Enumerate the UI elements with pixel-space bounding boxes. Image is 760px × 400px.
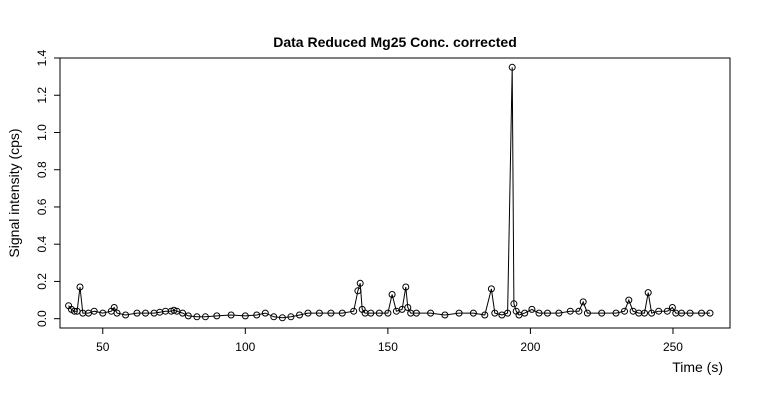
data-point bbox=[184, 312, 192, 320]
data-point bbox=[338, 309, 346, 317]
data-point bbox=[575, 307, 583, 315]
data-point bbox=[76, 283, 84, 291]
x-axis: 50 100 150 200 250 bbox=[96, 327, 683, 354]
data-point bbox=[566, 307, 574, 315]
data-point bbox=[663, 307, 671, 315]
y-tick-label: 0.8 bbox=[35, 161, 49, 178]
x-tick-label: 50 bbox=[96, 340, 110, 354]
data-point bbox=[213, 312, 221, 320]
data-point bbox=[544, 309, 551, 317]
data-point bbox=[528, 305, 536, 313]
y-tick-label: 1.4 bbox=[35, 49, 49, 66]
data-point bbox=[113, 309, 121, 317]
x-axis-label: Time (s) bbox=[672, 359, 723, 375]
chart-title: Data Reduced Mg25 Conc. corrected bbox=[273, 34, 517, 50]
data-point bbox=[70, 307, 78, 315]
data-point bbox=[579, 298, 587, 306]
data-point bbox=[508, 63, 516, 71]
data-point bbox=[278, 314, 286, 322]
data-point bbox=[441, 311, 449, 319]
data-point bbox=[668, 304, 676, 311]
data-point bbox=[170, 306, 178, 314]
data-point bbox=[356, 279, 364, 287]
plot-frame bbox=[59, 57, 731, 329]
data-point bbox=[612, 309, 620, 317]
data-point bbox=[99, 309, 107, 317]
data-point bbox=[241, 312, 249, 320]
data-point bbox=[625, 296, 633, 304]
y-tick-label: 0.6 bbox=[35, 198, 49, 215]
y-axis-label: Signal intensity (cps) bbox=[6, 128, 22, 257]
data-point bbox=[350, 307, 358, 315]
data-point bbox=[487, 285, 495, 293]
data-point bbox=[698, 309, 705, 317]
data-point bbox=[201, 313, 209, 321]
data-point bbox=[427, 309, 435, 317]
data-point bbox=[354, 287, 362, 295]
data-point bbox=[404, 304, 412, 311]
data-point bbox=[315, 309, 323, 317]
data-point bbox=[327, 309, 335, 317]
data-point bbox=[388, 291, 396, 298]
data-point bbox=[504, 309, 512, 317]
data-point bbox=[621, 307, 628, 315]
y-tick-label: 0.4 bbox=[35, 236, 49, 253]
data-point bbox=[521, 309, 529, 317]
data-point bbox=[641, 309, 648, 317]
data-series bbox=[65, 63, 714, 322]
y-tick-label: 1.0 bbox=[35, 124, 49, 141]
data-point bbox=[227, 311, 235, 319]
y-tick-label: 0.0 bbox=[35, 310, 49, 327]
data-point bbox=[122, 311, 130, 319]
data-point bbox=[644, 289, 652, 297]
data-point bbox=[90, 307, 98, 315]
data-point bbox=[110, 304, 118, 311]
data-point bbox=[287, 313, 295, 321]
series-line bbox=[68, 67, 710, 319]
data-point bbox=[296, 311, 303, 319]
x-tick-label: 250 bbox=[663, 340, 683, 354]
data-point bbox=[412, 309, 420, 317]
data-point bbox=[491, 309, 499, 317]
data-point bbox=[648, 309, 656, 317]
data-point bbox=[583, 309, 591, 317]
data-point bbox=[455, 309, 463, 317]
data-point bbox=[375, 309, 383, 317]
data-point bbox=[598, 309, 606, 317]
data-point bbox=[469, 309, 477, 317]
data-point bbox=[706, 309, 714, 317]
y-axis: 0.0 0.2 0.4 0.6 0.8 1.0 1.2 1.4 bbox=[35, 49, 61, 327]
data-point bbox=[678, 309, 685, 317]
data-point bbox=[193, 313, 201, 321]
data-point bbox=[261, 309, 269, 317]
y-tick-label: 1.2 bbox=[35, 87, 49, 104]
x-tick-label: 100 bbox=[235, 340, 255, 354]
data-point bbox=[133, 309, 141, 317]
data-point bbox=[179, 309, 187, 317]
data-point bbox=[510, 300, 518, 308]
data-point bbox=[481, 311, 489, 319]
y-tick-label: 0.2 bbox=[35, 273, 49, 290]
data-point bbox=[655, 307, 663, 315]
data-point bbox=[270, 313, 278, 321]
data-point bbox=[535, 309, 543, 317]
data-point bbox=[384, 309, 392, 317]
x-tick-label: 150 bbox=[378, 340, 398, 354]
x-tick-label: 200 bbox=[520, 340, 540, 354]
data-point bbox=[253, 311, 261, 319]
data-point bbox=[142, 309, 149, 317]
data-point bbox=[402, 283, 410, 291]
data-point bbox=[555, 309, 563, 317]
data-point bbox=[367, 309, 375, 317]
data-point bbox=[686, 309, 694, 317]
data-point bbox=[304, 309, 312, 317]
